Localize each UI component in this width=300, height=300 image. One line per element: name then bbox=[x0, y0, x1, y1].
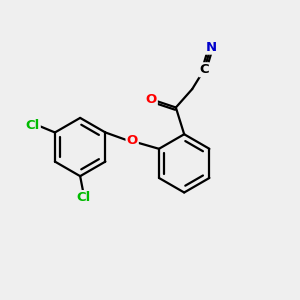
Text: N: N bbox=[206, 41, 217, 54]
Text: Cl: Cl bbox=[26, 119, 40, 132]
Text: C: C bbox=[199, 63, 209, 76]
Text: O: O bbox=[146, 93, 157, 106]
Text: O: O bbox=[127, 134, 138, 147]
Text: Cl: Cl bbox=[76, 191, 90, 204]
